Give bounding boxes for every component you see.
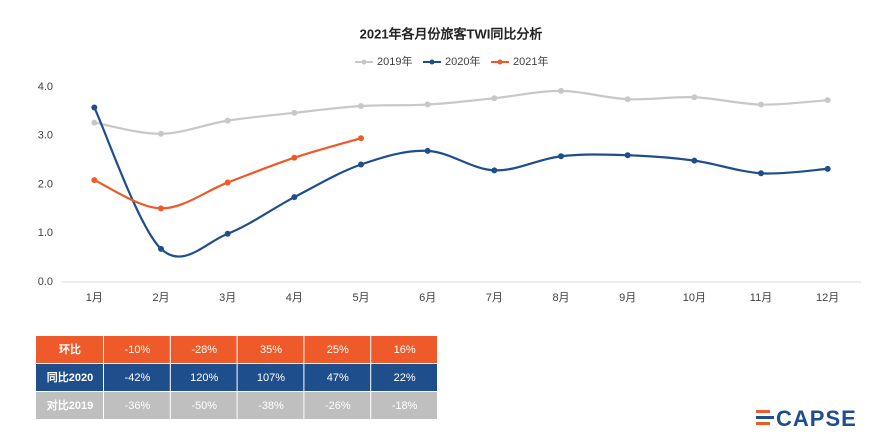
y-tick-label: 0.0 [38, 276, 53, 288]
table-text: 22% [394, 372, 416, 384]
x-tick-label: 7月 [486, 292, 503, 304]
table-text: 47% [327, 372, 349, 384]
table-cell [104, 392, 170, 419]
table-text: 25% [327, 344, 349, 356]
table-text: -26% [325, 400, 351, 412]
y-tick-label: 3.0 [38, 130, 53, 142]
table-text: 16% [394, 344, 416, 356]
point [91, 104, 98, 111]
legend-marker [497, 59, 503, 65]
x-tick-label: 9月 [619, 292, 636, 304]
logo-stripe [756, 416, 774, 419]
legend-label: 2021年 [513, 54, 548, 68]
legend-marker [361, 59, 367, 65]
point [158, 245, 164, 252]
logo: CAPSE [756, 406, 857, 431]
y-tick-label: 4.0 [38, 81, 53, 93]
point [224, 117, 231, 124]
point [291, 109, 298, 116]
table-cell [304, 392, 371, 419]
table-cell [304, 336, 371, 363]
point [558, 153, 564, 160]
point [158, 130, 164, 137]
table-text: 环比 [59, 342, 81, 356]
legend-label: 2020年 [445, 54, 480, 68]
x-tick-label: 1月 [86, 292, 103, 304]
point [291, 194, 298, 201]
table-text: 107% [257, 372, 285, 384]
point [624, 96, 631, 103]
table-text: 对比2019 [47, 398, 93, 412]
table-text: -42% [125, 372, 151, 384]
table-cell [371, 336, 437, 363]
chart-title: 2021年各月份旅客TWI同比分析 [360, 26, 543, 41]
table-text: -10% [125, 344, 151, 356]
table-cell [104, 336, 170, 363]
table-text: -36% [125, 400, 151, 412]
table-cell [304, 364, 371, 391]
point [91, 177, 98, 184]
x-tick-label: 3月 [219, 292, 236, 304]
x-tick-label: 8月 [552, 292, 569, 304]
table-cell [170, 392, 237, 419]
x-tick-label: 6月 [419, 292, 436, 304]
point [491, 167, 498, 174]
table-cell [237, 364, 304, 391]
y-tick-label: 2.0 [38, 178, 53, 190]
x-tick-label: 10月 [683, 292, 706, 304]
point [691, 157, 698, 164]
table-cell [36, 392, 103, 419]
point [624, 152, 631, 159]
point [91, 119, 98, 126]
point [758, 170, 764, 177]
table-cell [170, 336, 237, 363]
point [358, 161, 364, 168]
table-text: -28% [191, 344, 217, 356]
point [291, 154, 298, 161]
table-cell [237, 336, 304, 363]
table-text: 35% [260, 344, 282, 356]
point [358, 103, 364, 110]
x-tick-label: 4月 [286, 292, 303, 304]
logo-stripe [756, 422, 770, 425]
table-cell [104, 364, 170, 391]
point [358, 135, 364, 142]
point [558, 87, 564, 94]
point [424, 147, 431, 154]
logo-text: CAPSE [776, 406, 857, 431]
point [691, 94, 698, 101]
table-cell [36, 364, 103, 391]
table-text: 同比2020 [47, 370, 93, 384]
legend-label: 2019年 [377, 54, 412, 68]
legend-marker [429, 59, 435, 65]
table-cell [170, 364, 237, 391]
point [491, 95, 498, 102]
y-tick-label: 1.0 [38, 227, 53, 239]
x-tick-label: 2月 [152, 292, 169, 304]
point [758, 101, 764, 108]
table-text: -18% [392, 400, 418, 412]
logo-stripe [756, 410, 770, 413]
table-text: -38% [258, 400, 284, 412]
point [224, 179, 231, 186]
point [424, 101, 431, 108]
table-text: -50% [191, 400, 217, 412]
x-tick-label: 11月 [750, 292, 772, 304]
table-cell [371, 364, 437, 391]
x-tick-label: 12月 [816, 292, 839, 304]
x-tick-label: 5月 [352, 292, 369, 304]
point [824, 97, 831, 104]
table-cell [36, 336, 103, 363]
point [224, 230, 231, 237]
table-cell [371, 392, 437, 419]
point [824, 165, 831, 172]
series-line [94, 89, 828, 135]
point [158, 205, 164, 212]
table-cell [237, 392, 304, 419]
table-text: 120% [190, 372, 218, 384]
